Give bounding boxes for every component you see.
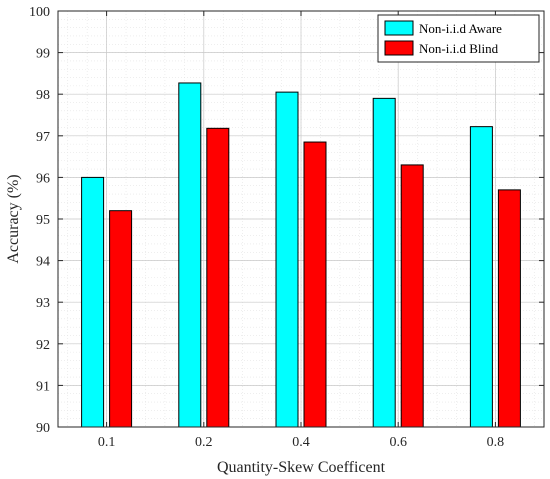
- y-tick-label: 93: [36, 296, 50, 311]
- y-tick-label: 95: [36, 213, 50, 228]
- x-tick-label: 0.4: [292, 435, 310, 450]
- bar-blind: [400, 164, 424, 428]
- legend-swatch-aware: [384, 20, 414, 36]
- x-tick-label: 0.8: [487, 435, 505, 450]
- y-tick-labels: 90 91 92 93 94 95 96 97 98 99 100: [29, 5, 50, 436]
- y-tick-label: 91: [36, 379, 50, 394]
- bar-blind: [206, 127, 230, 428]
- y-tick-label: 94: [36, 255, 50, 270]
- bar-blind: [497, 189, 521, 428]
- x-tick-label: 0.1: [98, 435, 116, 450]
- x-tick-labels: 0.1 0.2 0.4 0.6 0.8: [98, 435, 504, 450]
- y-tick-label: 98: [36, 88, 50, 103]
- y-axis-title: Accuracy (%): [5, 174, 22, 263]
- y-tick-label: 97: [36, 130, 50, 145]
- legend-label-blind: Non-i.i.d Blind: [419, 41, 499, 56]
- bar-blind: [303, 141, 327, 428]
- y-tick-label: 96: [36, 171, 50, 186]
- y-tick-label: 92: [36, 338, 50, 353]
- y-tick-label: 100: [29, 5, 50, 20]
- axis-ticks: [58, 10, 544, 428]
- x-tick-label: 0.6: [389, 435, 407, 450]
- legend-label-aware: Non-i.i.d Aware: [419, 21, 502, 36]
- bar-aware: [372, 97, 396, 428]
- y-tick-label: 99: [36, 47, 50, 62]
- y-tick-label: 90: [36, 421, 50, 436]
- bars: [81, 82, 521, 428]
- x-axis-title: Quantity-Skew Coefficent: [217, 459, 386, 476]
- bar-aware: [81, 176, 105, 428]
- bar-aware: [469, 126, 493, 428]
- bar-blind: [109, 210, 133, 428]
- bar-aware: [275, 91, 299, 428]
- legend: Non-i.i.d Aware Non-i.i.d Blind: [377, 14, 540, 63]
- bar-aware: [178, 82, 202, 428]
- legend-swatch-blind: [384, 40, 414, 56]
- x-tick-label: 0.2: [195, 435, 213, 450]
